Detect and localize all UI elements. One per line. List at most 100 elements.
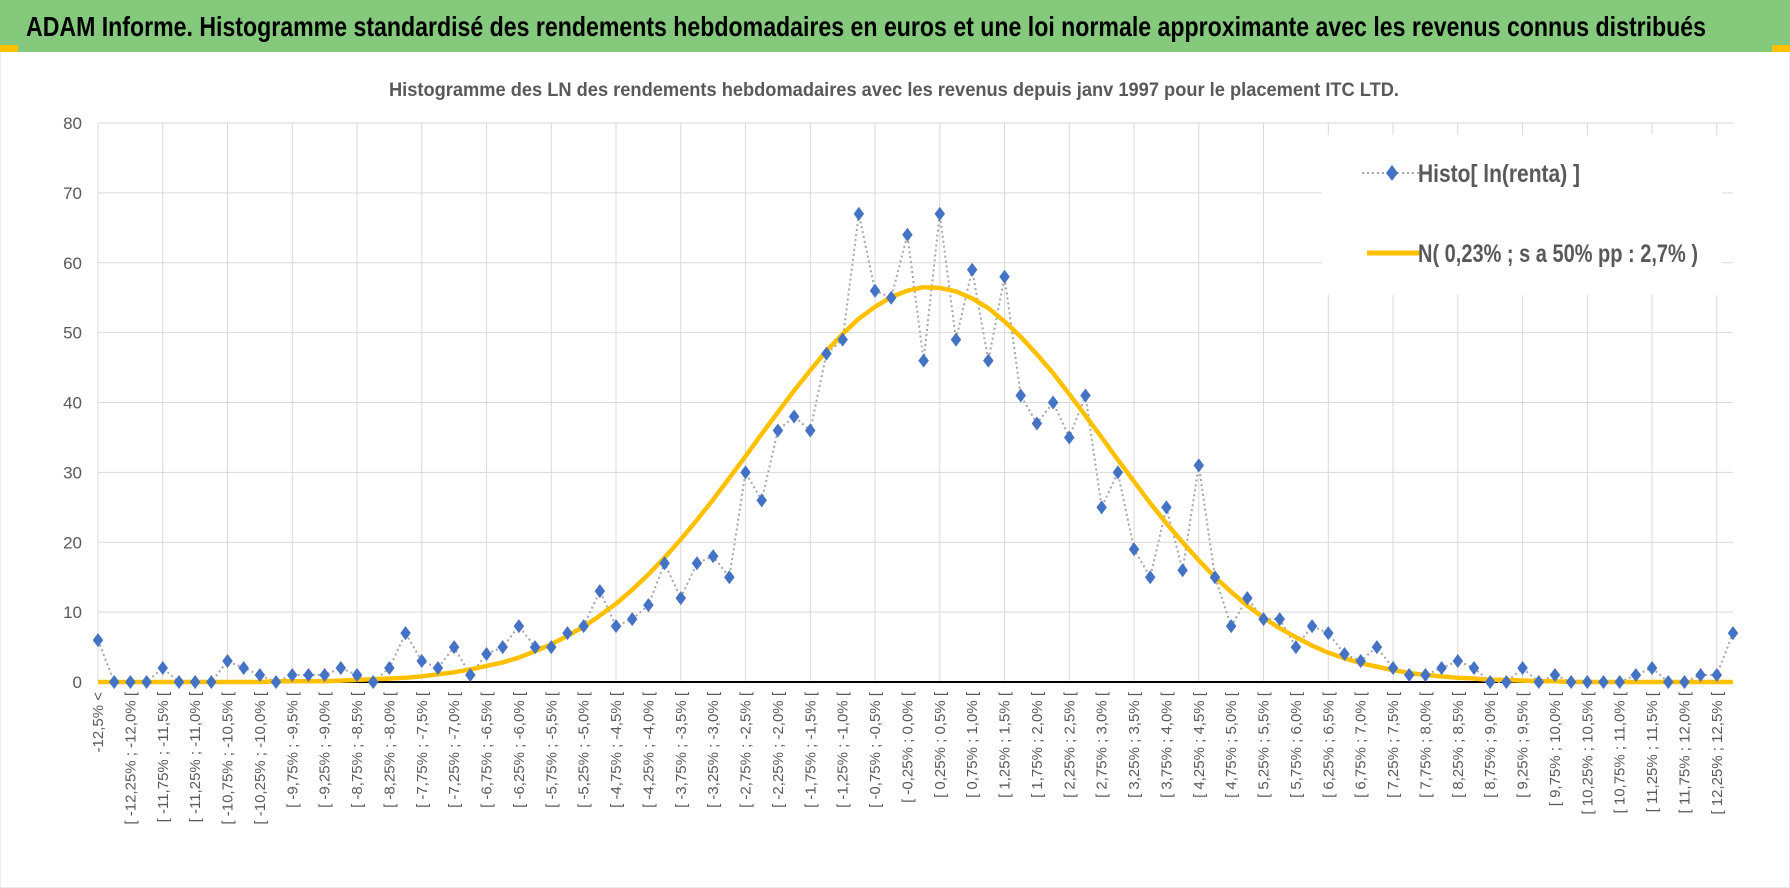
x-tick-label: [ -0,75% ; -0,5% [ [867,691,884,808]
marker [529,640,541,655]
marker [546,640,557,655]
marker [481,647,492,662]
x-tick-label: [ 7,25% ; 7,5% [ [1385,691,1402,798]
x-tick-label: [ -11,25% ; -11,0% [ [187,691,204,822]
marker [319,668,330,683]
marker [1549,668,1561,683]
marker [222,654,233,669]
marker [448,640,460,655]
marker [1679,675,1690,689]
marker [157,661,169,676]
marker [675,591,687,606]
x-tick-label: [ 2,25% ; 2,5% [ [1061,691,1078,798]
marker [416,654,428,669]
marker [1112,465,1124,480]
marker [626,612,638,627]
marker [497,640,508,655]
x-tick-label: [ 8,25% ; 8,5% [ [1450,691,1467,798]
marker [92,633,104,648]
marker [772,423,784,438]
marker [659,556,670,571]
marker [1323,626,1334,641]
marker [610,619,622,634]
marker [1533,675,1544,689]
marker [1420,668,1431,683]
y-tick-label: 50 [63,324,82,343]
marker [1501,675,1512,689]
x-tick-label: [ 1,75% ; 2,0% [ [1029,691,1046,798]
marker [821,346,832,361]
x-tick-label: [ 9,75% ; 10,0% [ [1547,691,1564,806]
x-tick-label: [ 6,25% ; 6,5% [ [1320,691,1337,798]
marker [724,570,735,585]
marker [1436,661,1447,676]
x-tick-label: [ 4,75% ; 5,0% [ [1223,691,1240,798]
x-tick-label: [ -9,75% ; -9,5% [ [284,691,301,808]
marker [189,675,201,689]
marker [335,661,347,676]
x-tick-label: [ -7,75% ; -7,5% [ [414,691,431,808]
x-tick-label: [ 6,75% ; 7,0% [ [1353,691,1370,798]
header-bar [0,0,1790,52]
y-tick-label: 60 [63,254,82,273]
x-tick-label: [ -4,75% ; -4,5% [ [608,691,625,808]
marker [1646,661,1658,676]
x-tick-label: [ -5,75% ; -5,5% [ [543,691,560,808]
marker [1355,654,1366,669]
marker [934,206,946,221]
x-tick-label: [ -2,75% ; -2,5% [ [738,691,755,808]
x-tick-label: [ 10,75% ; 11,0% [ [1612,691,1629,813]
x-tick-label: [ -1,25% ; -1,0% [ [835,691,852,808]
marker [1371,640,1383,655]
marker [1177,563,1188,578]
x-tick-label: [ -5,25% ; -5,0% [ [576,691,593,808]
x-tick-label: [ 7,75% ; 8,0% [ [1417,691,1434,798]
x-tick-label: [ -1,75% ; -1,5% [ [802,691,819,808]
marker [950,332,962,347]
marker [562,626,573,641]
marker [1630,668,1642,683]
marker [869,283,881,298]
marker [805,423,816,438]
marker [270,675,282,689]
marker [1339,647,1350,662]
marker [400,626,411,641]
marker [740,465,751,480]
marker [966,262,978,277]
x-tick-label: [ 1,25% ; 1,5% [ [997,691,1014,798]
header-corner [0,45,18,52]
marker [1144,570,1156,585]
y-tick-label: 0 [73,673,82,692]
x-tick-label: [ -8,75% ; -8,5% [ [349,691,366,808]
x-tick-label: [ 4,25% ; 4,5% [ [1191,691,1208,798]
x-tick-label: [ 0,75% ; 1,0% [ [964,691,981,798]
marker [1565,675,1577,689]
y-tick-label: 40 [63,394,82,413]
marker [1047,395,1059,410]
marker [1242,591,1253,606]
x-tick-label: [ 9,25% ; 9,5% [ [1515,691,1532,798]
x-tick-label: [ 5,25% ; 5,5% [ [1256,691,1273,798]
marker [206,675,217,689]
x-tick-label: [ 10,25% ; 10,5% [ [1579,691,1596,814]
marker [853,206,865,221]
header-title: ADAM Informe. Histogramme standardisé de… [26,11,1706,42]
marker [1080,388,1091,403]
legend-label: Histo[ ln(renta) ] [1418,160,1580,188]
x-tick-label: [ 8,75% ; 9,0% [ [1482,691,1499,798]
legend-box [1322,135,1722,295]
marker [1468,661,1480,676]
x-tick-label: [ 12,25% ; 12,5% [ [1709,691,1726,814]
x-tick-label: [ 0,25% ; 0,5% [ [932,691,949,798]
marker [756,493,767,508]
marker [999,269,1010,284]
marker [173,675,185,689]
marker [1727,626,1739,641]
marker [1096,500,1107,515]
x-tick-label: [ -3,25% ; -3,0% [ [705,691,722,808]
marker [384,661,395,676]
x-tick-label: [ -7,25% ; -7,0% [ [446,691,463,808]
marker [885,290,897,305]
marker [1452,654,1464,669]
